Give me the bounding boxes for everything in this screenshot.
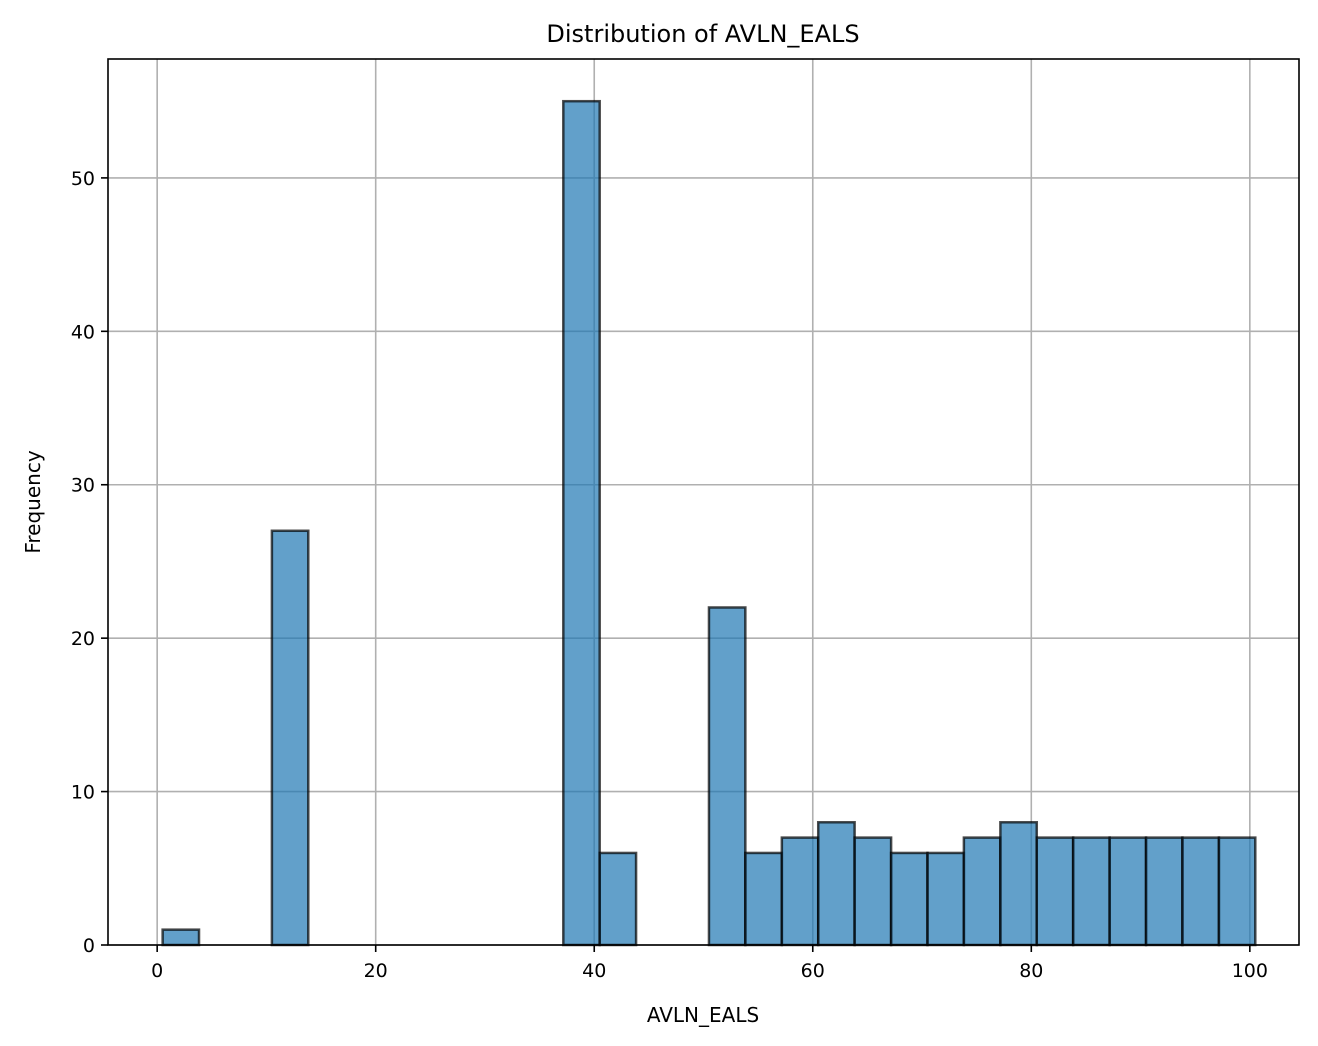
- histogram-bar: [1181, 836, 1221, 947]
- histogram-bar: [270, 529, 310, 947]
- y-axis-label: Frequency: [21, 450, 45, 553]
- histogram-bar: [707, 606, 747, 947]
- histogram-bar: [562, 99, 601, 947]
- histogram-bar: [1108, 836, 1148, 947]
- histogram-bar: [1071, 836, 1111, 947]
- y-tick-label: 50: [71, 168, 95, 190]
- histogram-bar: [1144, 836, 1184, 947]
- y-tick-label: 20: [71, 628, 95, 650]
- y-tick-label: 0: [83, 935, 95, 957]
- histogram-bar: [598, 851, 638, 947]
- histogram-bar: [999, 821, 1039, 947]
- x-tick-label: 0: [151, 960, 163, 982]
- histogram-bar: [853, 836, 893, 947]
- histogram-bar: [889, 851, 929, 947]
- x-axis-label: AVLN_EALS: [647, 1003, 759, 1027]
- x-tick-label: 80: [1019, 960, 1043, 982]
- x-tick-label: 40: [582, 960, 606, 982]
- histogram-bar: [1217, 836, 1257, 947]
- y-tick-label: 30: [71, 475, 95, 497]
- histogram-bar: [1035, 836, 1075, 947]
- axis-ticks: 0 20 40 60 80 100 0 10 20 30 40 50: [71, 168, 1268, 982]
- x-tick-label: 60: [801, 960, 825, 982]
- chart-title: Distribution of AVLN_EALS: [546, 20, 859, 48]
- histogram-bar: [926, 851, 966, 947]
- histogram-bar: [161, 928, 201, 947]
- histogram-bar: [816, 821, 856, 947]
- y-tick-label: 10: [71, 782, 95, 804]
- y-tick-label: 40: [71, 321, 95, 343]
- x-tick-label: 100: [1232, 960, 1268, 982]
- histogram-bar: [962, 836, 1002, 947]
- histogram-bars: [161, 99, 1257, 947]
- plot-frame: [107, 58, 1300, 946]
- x-tick-label: 20: [364, 960, 388, 982]
- histogram-bar: [780, 836, 820, 947]
- histogram-bar: [744, 851, 784, 947]
